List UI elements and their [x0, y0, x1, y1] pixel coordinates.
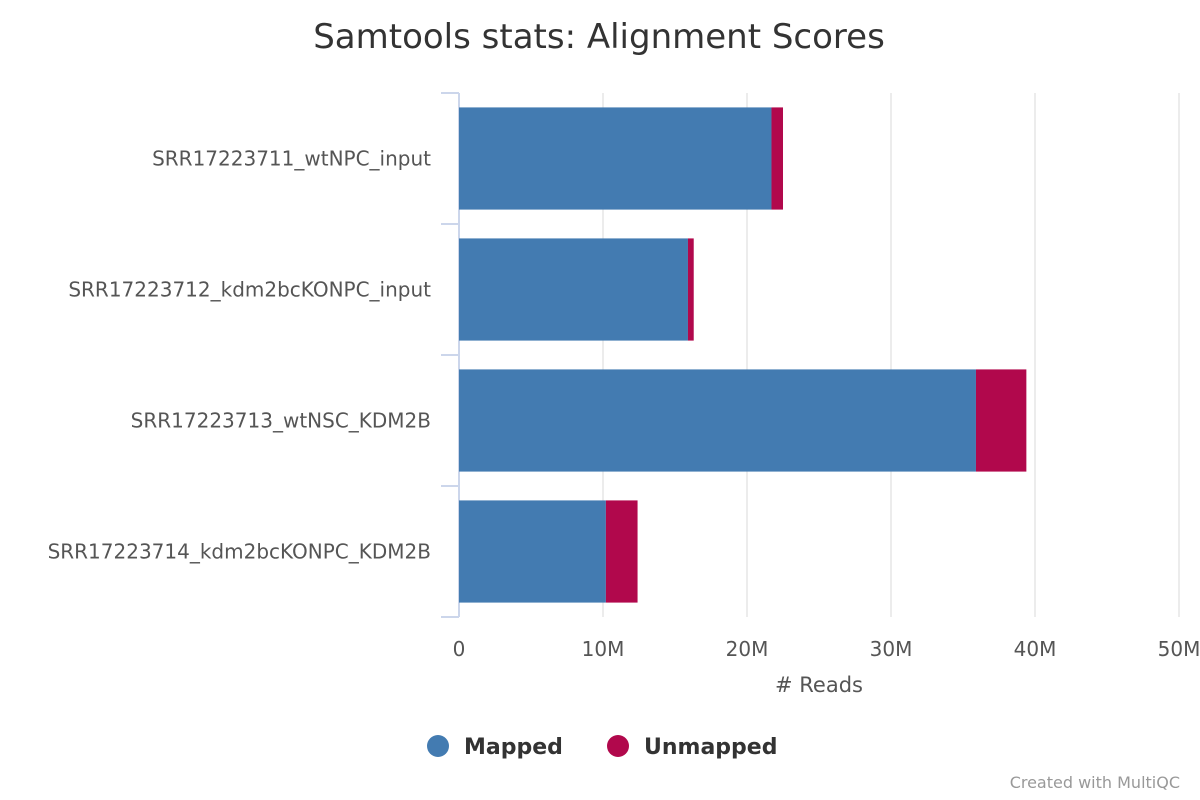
legend-label-mapped: Mapped [464, 735, 563, 760]
bars [459, 107, 1027, 603]
legend-item-mapped[interactable]: Mapped [427, 735, 563, 760]
bar-unmapped-3[interactable] [605, 500, 638, 603]
legend: Mapped Unmapped [427, 735, 777, 760]
category-label-0: SRR17223711_wtNPC_input [152, 147, 431, 171]
bar-unmapped-2[interactable] [975, 369, 1027, 472]
x-tick-label-3: 30M [870, 637, 913, 661]
bar-unmapped-1[interactable] [687, 238, 694, 341]
x-tick-label-2: 20M [726, 637, 769, 661]
legend-label-unmapped: Unmapped [644, 735, 777, 760]
category-labels: SRR17223711_wtNPC_input SRR17223712_kdm2b… [48, 147, 432, 564]
bar-unmapped-0[interactable] [771, 107, 783, 210]
legend-marker-mapped [427, 735, 449, 757]
category-label-3: SRR17223714_kdm2bcKONPC_KDM2B [48, 540, 431, 564]
credit-text[interactable]: Created with MultiQC [1010, 773, 1180, 792]
x-tick-label-0: 0 [453, 637, 466, 661]
bar-mapped-2[interactable] [459, 369, 976, 472]
x-tick-label-1: 10M [582, 637, 625, 661]
category-axis [441, 92, 460, 618]
bar-mapped-3[interactable] [459, 500, 606, 603]
chart-title: Samtools stats: Alignment Scores [313, 17, 885, 57]
x-tick-label-4: 40M [1014, 637, 1057, 661]
legend-item-unmapped[interactable]: Unmapped [607, 735, 777, 760]
category-label-1: SRR17223712_kdm2bcKONPC_input [68, 278, 431, 302]
bar-mapped-0[interactable] [459, 107, 772, 210]
x-axis-title: # Reads [775, 673, 863, 697]
x-tick-label-5: 50M [1158, 637, 1200, 661]
x-tick-labels: 0 10M 20M 30M 40M 50M [453, 637, 1200, 661]
category-label-2: SRR17223713_wtNSC_KDM2B [131, 409, 431, 433]
legend-marker-unmapped [607, 735, 629, 757]
bar-mapped-1[interactable] [459, 238, 688, 341]
